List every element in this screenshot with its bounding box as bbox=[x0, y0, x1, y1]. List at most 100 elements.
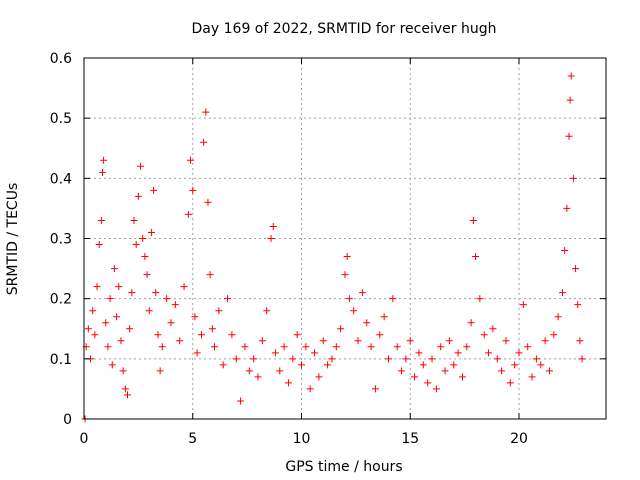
data-point bbox=[176, 337, 184, 345]
data-point bbox=[108, 361, 116, 369]
grid-lines bbox=[84, 58, 606, 419]
chart-title: Day 169 of 2022, SRMTID for receiver hug… bbox=[192, 21, 497, 37]
data-point bbox=[147, 228, 155, 236]
data-point bbox=[208, 325, 216, 333]
data-point bbox=[189, 186, 197, 194]
x-tick-label: 5 bbox=[188, 431, 197, 447]
data-point bbox=[319, 337, 327, 345]
data-point bbox=[524, 343, 532, 351]
data-point bbox=[267, 235, 275, 242]
data-point bbox=[269, 222, 277, 230]
data-point bbox=[328, 355, 336, 363]
data-point bbox=[104, 343, 112, 351]
data-point bbox=[124, 391, 131, 399]
y-tick-label: 0.2 bbox=[50, 292, 72, 308]
data-point bbox=[184, 210, 192, 218]
data-point bbox=[437, 343, 445, 351]
data-point bbox=[563, 204, 571, 212]
data-point bbox=[191, 313, 199, 321]
data-point bbox=[117, 337, 125, 345]
data-point bbox=[350, 307, 358, 315]
data-point bbox=[126, 325, 134, 333]
data-point bbox=[250, 355, 258, 363]
data-point bbox=[578, 355, 586, 363]
data-point bbox=[200, 138, 208, 146]
data-point bbox=[298, 361, 305, 369]
data-point bbox=[376, 331, 384, 339]
data-point bbox=[163, 295, 171, 303]
data-point bbox=[84, 325, 92, 333]
data-point bbox=[393, 343, 401, 351]
data-point bbox=[380, 313, 388, 321]
data-point bbox=[137, 162, 145, 170]
data-point bbox=[187, 156, 195, 164]
data-point bbox=[574, 301, 582, 309]
data-point bbox=[385, 355, 392, 363]
x-tick-label: 15 bbox=[401, 431, 419, 447]
data-point bbox=[245, 367, 253, 375]
data-point bbox=[566, 96, 574, 104]
data-point bbox=[197, 331, 205, 339]
data-point bbox=[389, 295, 397, 303]
data-point bbox=[502, 337, 510, 345]
data-point bbox=[550, 331, 558, 339]
data-point bbox=[224, 295, 232, 303]
y-tick-label: 0 bbox=[63, 412, 72, 428]
data-point bbox=[102, 319, 110, 327]
x-tick-label: 10 bbox=[293, 431, 311, 447]
data-point bbox=[463, 343, 471, 351]
data-point bbox=[415, 349, 423, 357]
data-point bbox=[532, 355, 540, 363]
y-tick-label: 0.4 bbox=[50, 171, 72, 187]
data-point bbox=[432, 385, 440, 393]
data-point bbox=[93, 283, 101, 291]
data-point bbox=[537, 361, 545, 369]
y-tick-label: 0.6 bbox=[50, 51, 72, 67]
data-point bbox=[202, 108, 210, 116]
data-point bbox=[458, 373, 466, 381]
y-axis: 0 0.1 0.2 0.3 0.4 0.5 0.6 bbox=[50, 51, 606, 428]
data-point bbox=[519, 301, 527, 309]
data-point bbox=[228, 331, 236, 339]
data-point bbox=[284, 379, 292, 387]
data-point bbox=[567, 72, 575, 80]
data-point bbox=[345, 295, 353, 303]
data-point bbox=[341, 271, 349, 279]
data-point bbox=[411, 373, 419, 381]
data-point bbox=[541, 337, 549, 345]
x-tick-label: 20 bbox=[510, 431, 528, 447]
data-point bbox=[110, 265, 118, 273]
data-point bbox=[150, 186, 158, 194]
data-point bbox=[559, 289, 566, 297]
data-point bbox=[445, 337, 453, 345]
data-point bbox=[402, 355, 410, 363]
data-point bbox=[515, 349, 523, 357]
data-point bbox=[469, 216, 477, 224]
data-point bbox=[485, 349, 493, 357]
data-point bbox=[134, 192, 142, 200]
data-point bbox=[215, 307, 223, 315]
data-point bbox=[569, 174, 577, 182]
data-point bbox=[354, 337, 362, 345]
data-point bbox=[506, 379, 514, 387]
data-point bbox=[332, 343, 340, 351]
data-point bbox=[271, 349, 279, 357]
data-point bbox=[95, 241, 103, 249]
data-point bbox=[152, 289, 160, 297]
data-point bbox=[121, 385, 129, 393]
data-point bbox=[367, 343, 375, 351]
data-point bbox=[119, 367, 127, 375]
data-point bbox=[132, 241, 140, 249]
data-point bbox=[193, 349, 201, 357]
data-point bbox=[100, 156, 108, 164]
x-tick-label: 0 bbox=[80, 431, 89, 447]
data-point bbox=[141, 253, 149, 261]
data-point bbox=[561, 247, 569, 255]
data-point bbox=[206, 271, 214, 279]
data-point bbox=[154, 331, 162, 339]
data-point bbox=[454, 349, 462, 357]
data-point bbox=[289, 355, 297, 363]
data-point bbox=[315, 373, 323, 381]
y-tick-label: 0.5 bbox=[50, 111, 72, 127]
data-point bbox=[363, 319, 371, 327]
